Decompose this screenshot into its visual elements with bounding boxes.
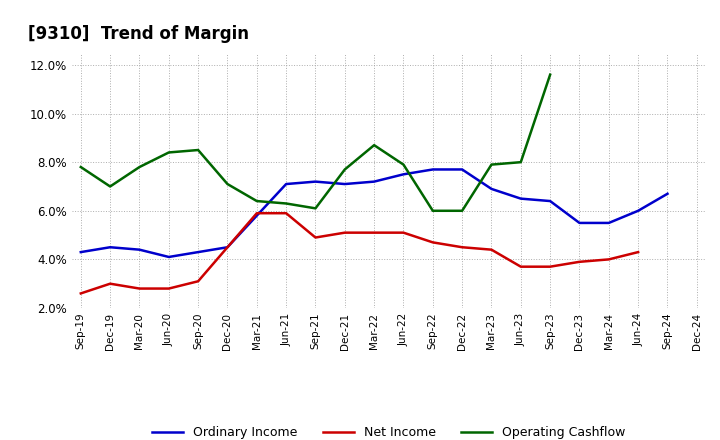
Net Income (282, 211, 290, 216)
Operating Cashflow (164, 150, 173, 155)
Ordinary Income (575, 220, 584, 226)
Net Income (575, 259, 584, 264)
Ordinary Income (135, 247, 144, 252)
Operating Cashflow (458, 208, 467, 213)
Operating Cashflow (282, 201, 290, 206)
Net Income (634, 249, 642, 255)
Ordinary Income (370, 179, 379, 184)
Net Income (546, 264, 554, 269)
Line: Operating Cashflow: Operating Cashflow (81, 75, 550, 211)
Net Income (164, 286, 173, 291)
Operating Cashflow (194, 147, 202, 153)
Operating Cashflow (546, 72, 554, 77)
Legend: Ordinary Income, Net Income, Operating Cashflow: Ordinary Income, Net Income, Operating C… (147, 422, 631, 440)
Ordinary Income (164, 254, 173, 260)
Net Income (223, 245, 232, 250)
Operating Cashflow (135, 165, 144, 170)
Operating Cashflow (516, 160, 525, 165)
Ordinary Income (311, 179, 320, 184)
Net Income (253, 211, 261, 216)
Net Income (194, 279, 202, 284)
Net Income (516, 264, 525, 269)
Net Income (135, 286, 144, 291)
Operating Cashflow (428, 208, 437, 213)
Ordinary Income (106, 245, 114, 250)
Ordinary Income (634, 208, 642, 213)
Ordinary Income (458, 167, 467, 172)
Ordinary Income (399, 172, 408, 177)
Operating Cashflow (106, 184, 114, 189)
Ordinary Income (223, 245, 232, 250)
Ordinary Income (663, 191, 672, 196)
Operating Cashflow (370, 143, 379, 148)
Ordinary Income (605, 220, 613, 226)
Operating Cashflow (76, 165, 85, 170)
Net Income (428, 240, 437, 245)
Ordinary Income (487, 186, 496, 191)
Net Income (458, 245, 467, 250)
Operating Cashflow (487, 162, 496, 167)
Net Income (487, 247, 496, 252)
Ordinary Income (516, 196, 525, 201)
Operating Cashflow (341, 167, 349, 172)
Ordinary Income (194, 249, 202, 255)
Ordinary Income (282, 181, 290, 187)
Text: [9310]  Trend of Margin: [9310] Trend of Margin (27, 26, 248, 44)
Operating Cashflow (253, 198, 261, 204)
Ordinary Income (341, 181, 349, 187)
Operating Cashflow (399, 162, 408, 167)
Line: Ordinary Income: Ordinary Income (81, 169, 667, 257)
Net Income (370, 230, 379, 235)
Ordinary Income (253, 213, 261, 218)
Net Income (106, 281, 114, 286)
Ordinary Income (76, 249, 85, 255)
Net Income (311, 235, 320, 240)
Ordinary Income (546, 198, 554, 204)
Net Income (605, 257, 613, 262)
Line: Net Income: Net Income (81, 213, 638, 293)
Net Income (341, 230, 349, 235)
Net Income (399, 230, 408, 235)
Operating Cashflow (223, 181, 232, 187)
Ordinary Income (428, 167, 437, 172)
Operating Cashflow (311, 206, 320, 211)
Net Income (76, 291, 85, 296)
